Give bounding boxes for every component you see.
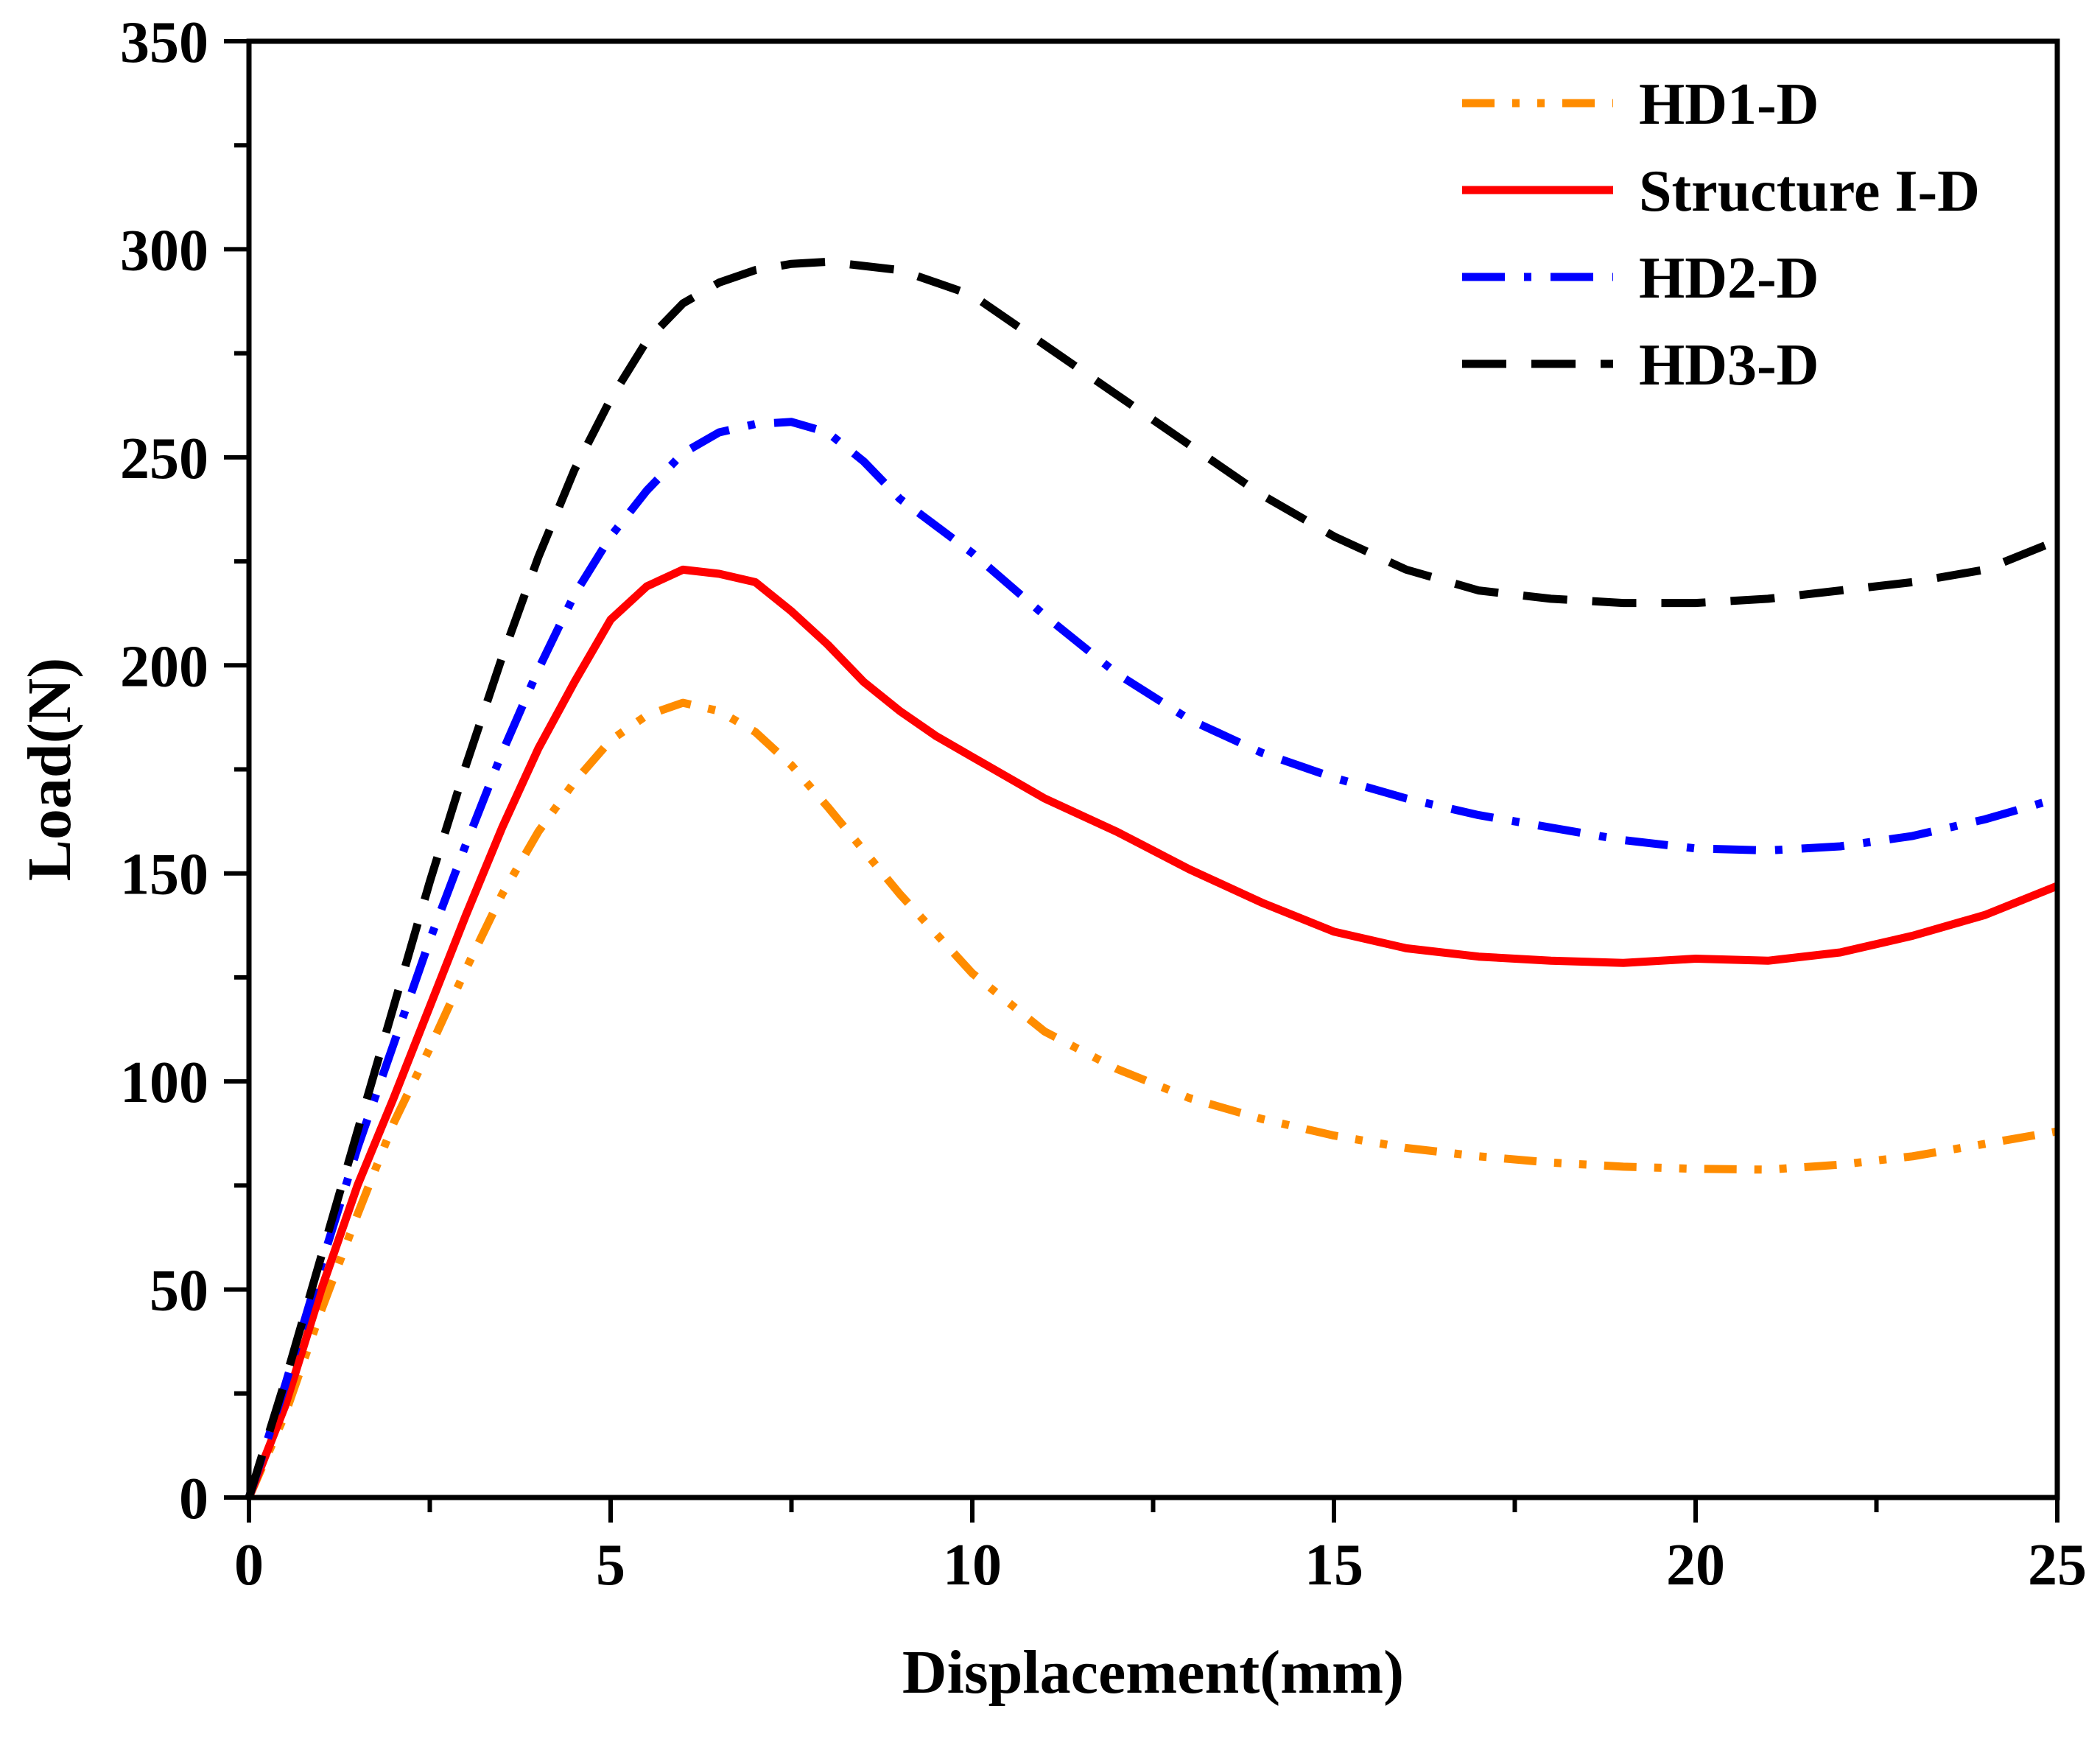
series-line-structure-i-d — [245, 565, 2059, 1500]
y-tick-label: 300 — [120, 218, 208, 283]
legend-label: HD2-D — [1639, 246, 1819, 311]
y-tick-label: 0 — [179, 1467, 208, 1531]
legend-label: Structure I-D — [1639, 159, 1980, 224]
series-line-hd2-d — [245, 418, 2059, 1499]
y-tick-label: 200 — [120, 634, 208, 699]
legend-label: HD1-D — [1639, 72, 1819, 137]
series-line-hd3-d — [245, 257, 2059, 1499]
x-tick-label: 15 — [1304, 1533, 1363, 1598]
series-line-hd1-d — [245, 698, 2058, 1500]
legend-label: HD3-D — [1639, 333, 1819, 398]
y-tick-label: 350 — [120, 10, 208, 75]
x-tick-label: 5 — [596, 1533, 625, 1598]
ticks-layer — [224, 39, 2059, 1523]
y-tick-label: 150 — [120, 843, 208, 907]
y-tick-label: 100 — [120, 1050, 208, 1115]
y-tick-label: 250 — [120, 426, 208, 491]
y-axis-title: Load(N) — [15, 658, 84, 881]
legend: HD1-D Structure I-D HD2-D HD3-D — [1462, 72, 1980, 398]
x-tick-label: 25 — [2028, 1533, 2087, 1598]
x-axis-title: Displacement(mm) — [902, 1638, 1404, 1707]
x-tick-label: 0 — [234, 1533, 264, 1598]
x-tick-label: 20 — [1666, 1533, 1725, 1598]
y-tick-label: 50 — [150, 1259, 208, 1324]
x-tick-label: 10 — [943, 1533, 1002, 1598]
series-layer — [245, 257, 2059, 1500]
